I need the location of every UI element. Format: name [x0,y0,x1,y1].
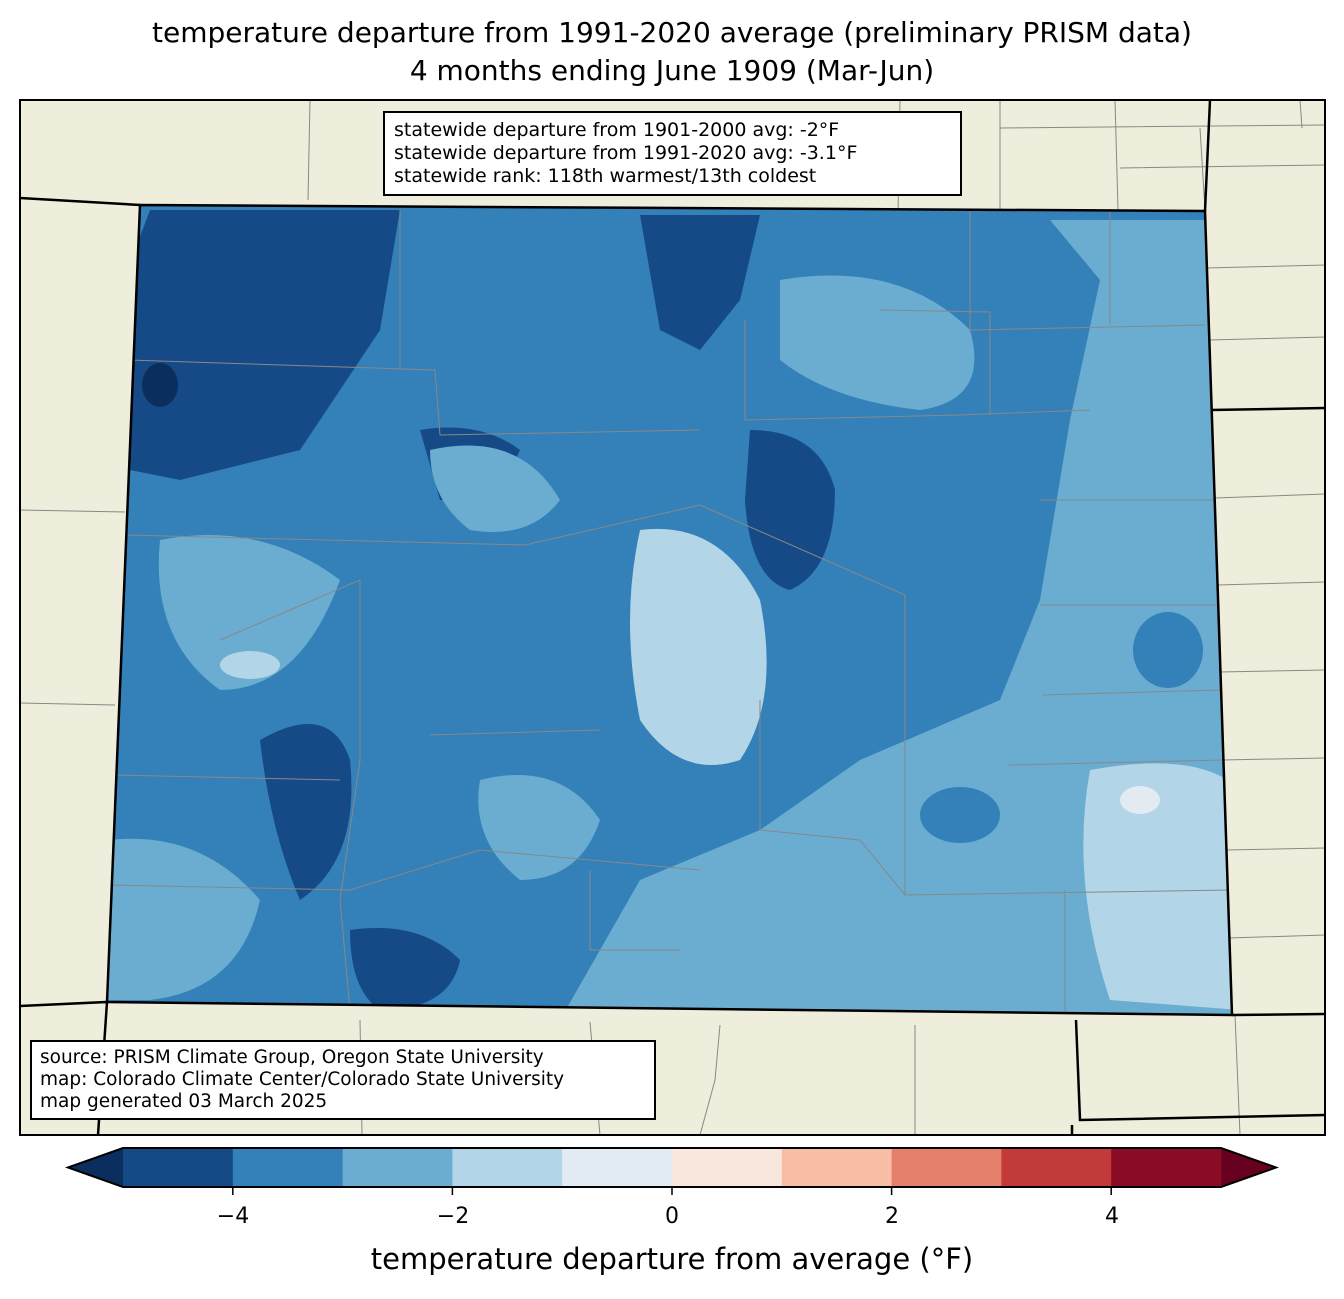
colorbar-label: temperature departure from average (°F) [370,1242,974,1276]
colorbar-bin [1001,1148,1112,1187]
colorbar-bin [562,1148,673,1187]
source-line-1: source: PRISM Climate Group, Oregon Stat… [40,1047,544,1068]
source-line-2: map: Colorado Climate Center/Colorado St… [40,1069,565,1090]
colorbar-over-arrow [1221,1148,1276,1187]
colorbar-tick-label: 4 [1105,1204,1119,1229]
colorbar-bin [891,1148,1002,1187]
colorbar-bin [123,1148,234,1187]
colorbar [65,1147,1279,1195]
colorbar-bin [672,1148,783,1187]
colorbar-tick-label: −4 [216,1204,250,1229]
colorado-border [105,203,1234,1017]
temperature-field [107,205,1232,1015]
county-lines [107,210,1231,1015]
stats-line-3: statewide rank: 118th warmest/13th colde… [394,165,817,187]
map-title-line2: 4 months ending June 1909 (Mar-Jun) [409,54,935,87]
colorbar-bin [1111,1148,1222,1187]
colorbar-tick-label: −2 [436,1204,470,1229]
colorbar-tick-label: 0 [665,1204,679,1229]
colorbar-bin [781,1148,893,1187]
colorbar-outline [65,1147,1279,1188]
source-box: source: PRISM Climate Group, Oregon Stat… [30,1040,656,1120]
map-title-line1: temperature departure from 1991-2020 ave… [152,16,1192,49]
colorbar-bin [232,1148,344,1187]
stats-line-2: statewide departure from 1991-2020 avg: … [394,142,858,164]
colorbar-bin [452,1148,563,1187]
stats-line-1: statewide departure from 1901-2000 avg: … [394,119,840,141]
colorbar-tick-label: 2 [885,1204,899,1229]
colorbar-under-arrow [68,1148,123,1187]
colorbar-bin [342,1148,453,1187]
map-frame [19,99,1326,1136]
statewide-stats-box: statewide departure from 1901-2000 avg: … [383,111,962,196]
source-line-3: map generated 03 March 2025 [40,1091,328,1112]
